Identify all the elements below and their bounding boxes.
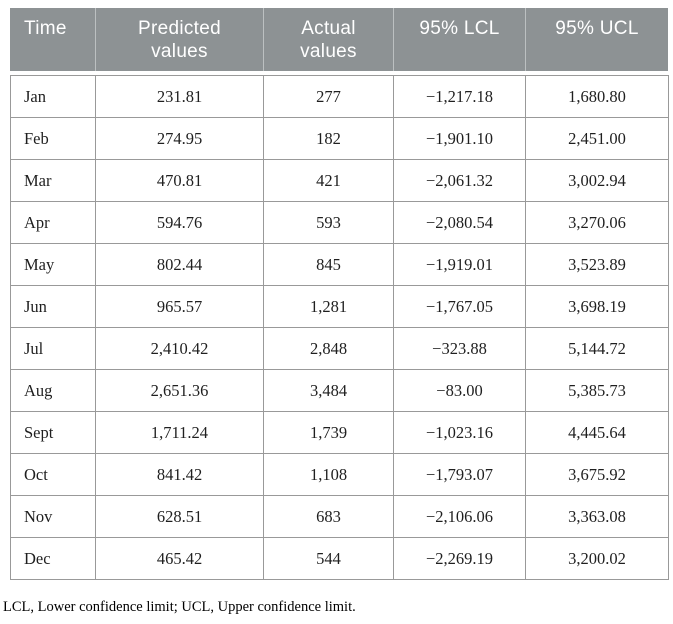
table-row: Mar 470.81 421 −2,061.32 3,002.94 bbox=[10, 159, 669, 202]
cell-actual-value: 3,484 bbox=[263, 369, 394, 412]
cell-predicted-value: 841.42 bbox=[95, 453, 264, 496]
table-footnote: LCL, Lower confidence limit; UCL, Upper … bbox=[3, 599, 356, 615]
cell-95-ucl: 2,451.00 bbox=[525, 117, 669, 160]
cell-actual-value: 421 bbox=[263, 159, 394, 202]
table-row: Oct 841.42 1,108 −1,793.07 3,675.92 bbox=[10, 453, 669, 496]
cell-95-lcl: −2,080.54 bbox=[393, 201, 526, 244]
cell-actual-value: 277 bbox=[263, 75, 394, 118]
cell-95-lcl: −1,023.16 bbox=[393, 411, 526, 454]
cell-predicted-value: 2,410.42 bbox=[95, 327, 264, 370]
cell-actual-value: 845 bbox=[263, 243, 394, 286]
cell-95-ucl: 1,680.80 bbox=[525, 75, 669, 118]
cell-95-lcl: −2,269.19 bbox=[393, 537, 526, 580]
cell-95-ucl: 5,385.73 bbox=[525, 369, 669, 412]
table-header-row: Time Predicted values Actual values 95% … bbox=[10, 8, 668, 71]
table-row: Apr 594.76 593 −2,080.54 3,270.06 bbox=[10, 201, 669, 244]
cell-actual-value: 683 bbox=[263, 495, 394, 538]
cell-predicted-value: 1,711.24 bbox=[95, 411, 264, 454]
cell-95-lcl: −1,901.10 bbox=[393, 117, 526, 160]
forecast-table: Time Predicted values Actual values 95% … bbox=[10, 8, 669, 580]
cell-time: Jul bbox=[10, 327, 96, 370]
table-body-grid: Jan 231.81 277 −1,217.18 1,680.80 Feb 27… bbox=[10, 75, 669, 580]
cell-95-ucl: 4,445.64 bbox=[525, 411, 669, 454]
table-body: Jan 231.81 277 −1,217.18 1,680.80 Feb 27… bbox=[10, 75, 669, 580]
cell-time: Oct bbox=[10, 453, 96, 496]
cell-95-lcl: −2,106.06 bbox=[393, 495, 526, 538]
cell-95-lcl: −1,793.07 bbox=[393, 453, 526, 496]
col-header-95-ucl: 95% UCL bbox=[525, 8, 668, 71]
col-header-95-lcl: 95% LCL bbox=[393, 8, 525, 71]
cell-predicted-value: 470.81 bbox=[95, 159, 264, 202]
cell-95-lcl: −1,217.18 bbox=[393, 75, 526, 118]
table-row: Feb 274.95 182 −1,901.10 2,451.00 bbox=[10, 117, 669, 160]
cell-95-ucl: 3,698.19 bbox=[525, 285, 669, 328]
table-row: Jun 965.57 1,281 −1,767.05 3,698.19 bbox=[10, 285, 669, 328]
cell-predicted-value: 965.57 bbox=[95, 285, 264, 328]
table-row: May 802.44 845 −1,919.01 3,523.89 bbox=[10, 243, 669, 286]
cell-time: Jan bbox=[10, 75, 96, 118]
cell-95-ucl: 5,144.72 bbox=[525, 327, 669, 370]
cell-actual-value: 1,108 bbox=[263, 453, 394, 496]
cell-95-lcl: −323.88 bbox=[393, 327, 526, 370]
cell-actual-value: 593 bbox=[263, 201, 394, 244]
cell-predicted-value: 231.81 bbox=[95, 75, 264, 118]
cell-actual-value: 1,281 bbox=[263, 285, 394, 328]
cell-predicted-value: 802.44 bbox=[95, 243, 264, 286]
cell-95-ucl: 3,363.08 bbox=[525, 495, 669, 538]
col-header-predicted-values: Predicted values bbox=[95, 8, 263, 71]
col-header-actual-values: Actual values bbox=[263, 8, 393, 71]
cell-predicted-value: 465.42 bbox=[95, 537, 264, 580]
cell-actual-value: 2,848 bbox=[263, 327, 394, 370]
cell-95-ucl: 3,270.06 bbox=[525, 201, 669, 244]
cell-predicted-value: 274.95 bbox=[95, 117, 264, 160]
cell-predicted-value: 594.76 bbox=[95, 201, 264, 244]
cell-actual-value: 182 bbox=[263, 117, 394, 160]
table-row: Dec 465.42 544 −2,269.19 3,200.02 bbox=[10, 537, 669, 580]
table-row: Nov 628.51 683 −2,106.06 3,363.08 bbox=[10, 495, 669, 538]
cell-time: Feb bbox=[10, 117, 96, 160]
cell-time: Dec bbox=[10, 537, 96, 580]
cell-time: Jun bbox=[10, 285, 96, 328]
cell-time: Sept bbox=[10, 411, 96, 454]
table-row: Jul 2,410.42 2,848 −323.88 5,144.72 bbox=[10, 327, 669, 370]
cell-time: Apr bbox=[10, 201, 96, 244]
cell-time: Nov bbox=[10, 495, 96, 538]
cell-95-lcl: −1,919.01 bbox=[393, 243, 526, 286]
col-header-time: Time bbox=[24, 18, 67, 39]
cell-95-ucl: 3,002.94 bbox=[525, 159, 669, 202]
cell-95-ucl: 3,523.89 bbox=[525, 243, 669, 286]
cell-predicted-value: 628.51 bbox=[95, 495, 264, 538]
table-row: Sept 1,711.24 1,739 −1,023.16 4,445.64 bbox=[10, 411, 669, 454]
cell-time: May bbox=[10, 243, 96, 286]
table-row: Jan 231.81 277 −1,217.18 1,680.80 bbox=[10, 75, 669, 118]
cell-95-ucl: 3,675.92 bbox=[525, 453, 669, 496]
cell-predicted-value: 2,651.36 bbox=[95, 369, 264, 412]
cell-95-lcl: −83.00 bbox=[393, 369, 526, 412]
cell-95-lcl: −1,767.05 bbox=[393, 285, 526, 328]
cell-95-ucl: 3,200.02 bbox=[525, 537, 669, 580]
cell-time: Mar bbox=[10, 159, 96, 202]
cell-actual-value: 544 bbox=[263, 537, 394, 580]
table-row: Aug 2,651.36 3,484 −83.00 5,385.73 bbox=[10, 369, 669, 412]
cell-95-lcl: −2,061.32 bbox=[393, 159, 526, 202]
cell-time: Aug bbox=[10, 369, 96, 412]
cell-actual-value: 1,739 bbox=[263, 411, 394, 454]
